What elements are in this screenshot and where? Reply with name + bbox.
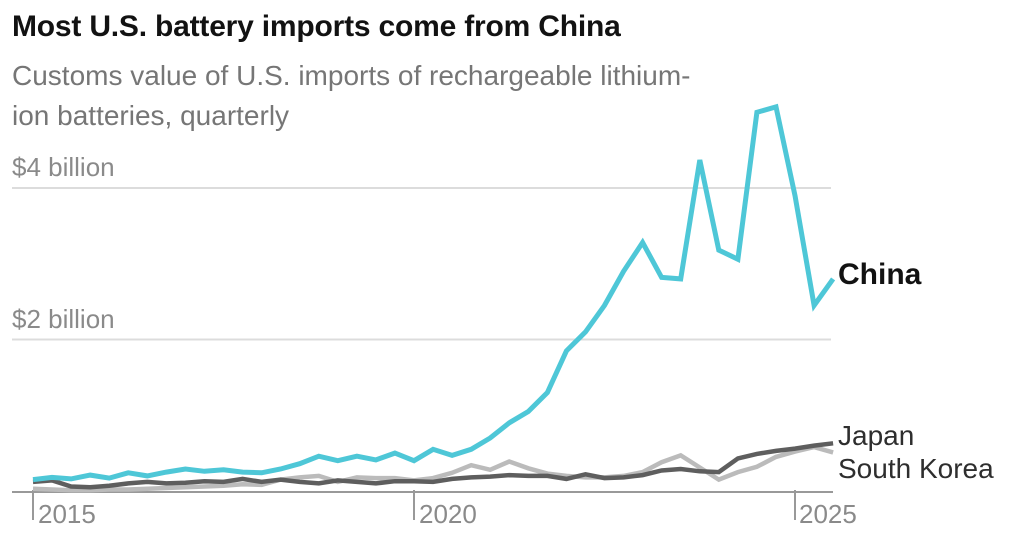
chart-title: Most U.S. battery imports come from Chin… <box>12 10 621 43</box>
chart-subtitle: Customs value of U.S. imports of recharg… <box>12 60 691 132</box>
x-tick-label-2015: 2015 <box>38 499 96 529</box>
series-line-china <box>32 103 836 483</box>
x-tick-label-2025: 2025 <box>799 499 857 529</box>
y-axis-label-2-billion: $2 billion <box>12 304 115 334</box>
y-axis-label-4-billion: $4 billion <box>12 152 115 182</box>
series-line-japan <box>32 441 834 490</box>
series-line-south-korea <box>32 444 834 493</box>
x-tick-label-2020: 2020 <box>419 499 477 529</box>
series-label-japan: Japan <box>838 420 915 451</box>
series-label-china: China <box>838 258 922 291</box>
series-label-south-korea: South Korea <box>838 453 994 484</box>
